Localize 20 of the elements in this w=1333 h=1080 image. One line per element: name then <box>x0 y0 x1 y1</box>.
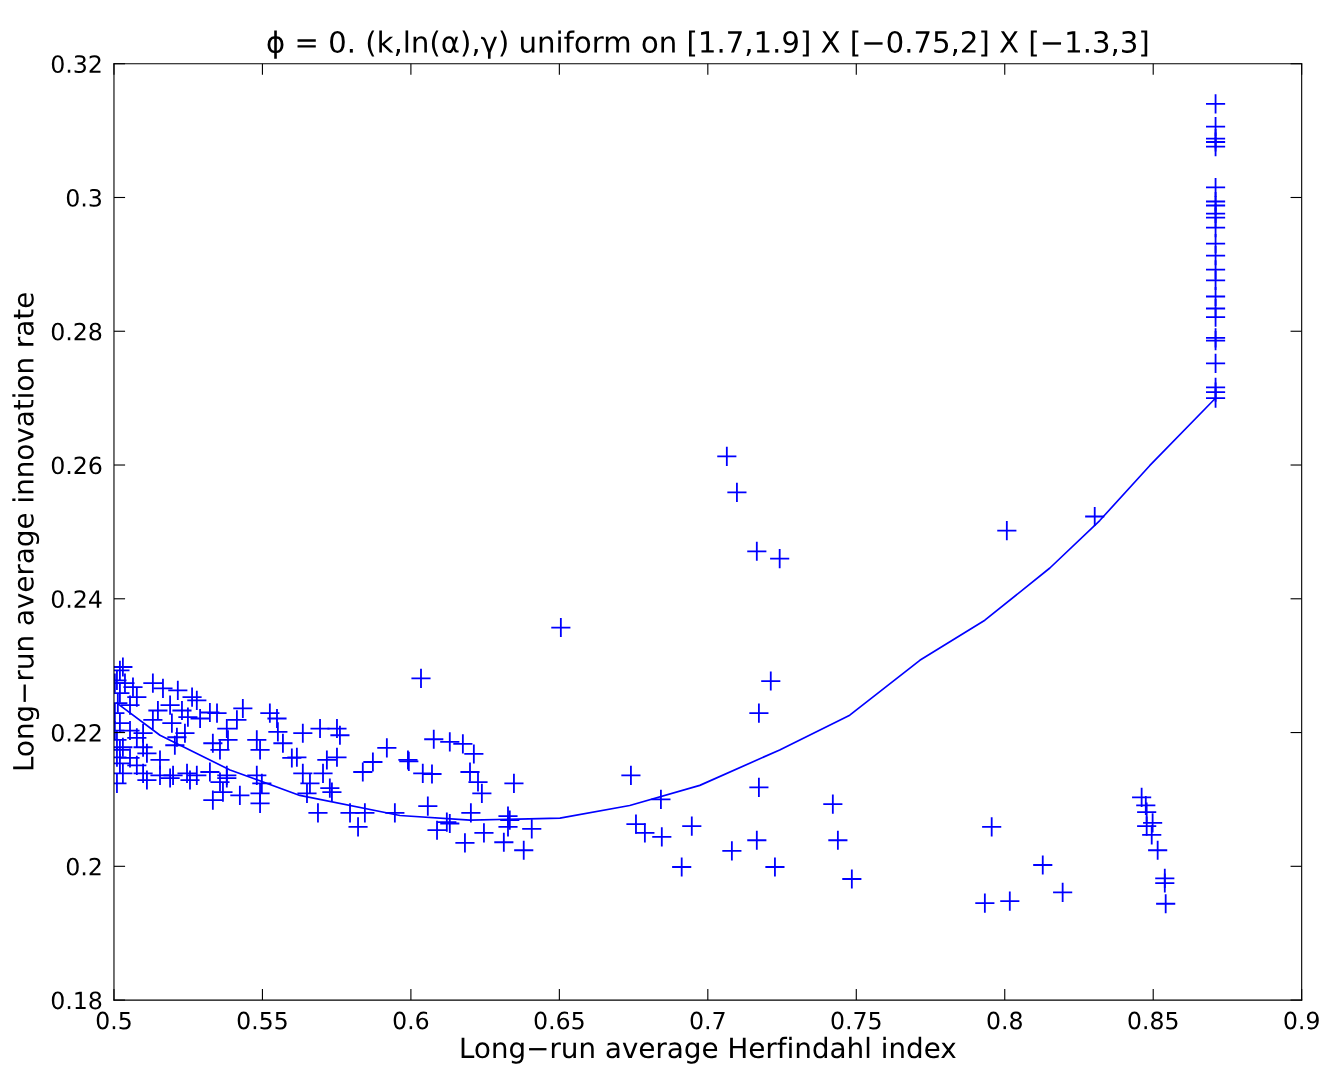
y-tick-label: 0.22 <box>51 724 101 742</box>
x-axis-title: Long−run average Herfindahl index <box>461 1036 956 1064</box>
y-tick-label: 0.18 <box>51 991 102 1010</box>
y-axis-title: Long−run average innovation rate <box>12 293 40 770</box>
y-tick-label: 0.3 <box>66 188 101 207</box>
y-tick-label: 0.28 <box>51 322 102 341</box>
y-tick-label: 0.32 <box>51 55 101 74</box>
y-tick-label: 0.24 <box>51 590 102 609</box>
x-tick-label: 0.9 <box>1284 1011 1319 1030</box>
x-tick-label: 0.5 <box>96 1011 131 1030</box>
y-tick-label: 0.2 <box>66 857 101 876</box>
x-tick-label: 0.85 <box>1128 1011 1178 1030</box>
y-tick-label: 0.26 <box>51 456 102 475</box>
x-tick-label: 0.7 <box>690 1011 725 1030</box>
x-tick-label: 0.55 <box>237 1011 287 1030</box>
chart-title: ϕ = 0. (k,ln(α),γ) uniform on [1.7,1.9] X [−0.75,2] X [−1.3,3] <box>267 30 1148 59</box>
x-tick-label: 0.8 <box>987 1011 1022 1030</box>
x-tick-label: 0.75 <box>831 1011 881 1030</box>
x-tick-label: 0.6 <box>393 1011 429 1030</box>
x-tick-label: 0.65 <box>534 1011 584 1030</box>
